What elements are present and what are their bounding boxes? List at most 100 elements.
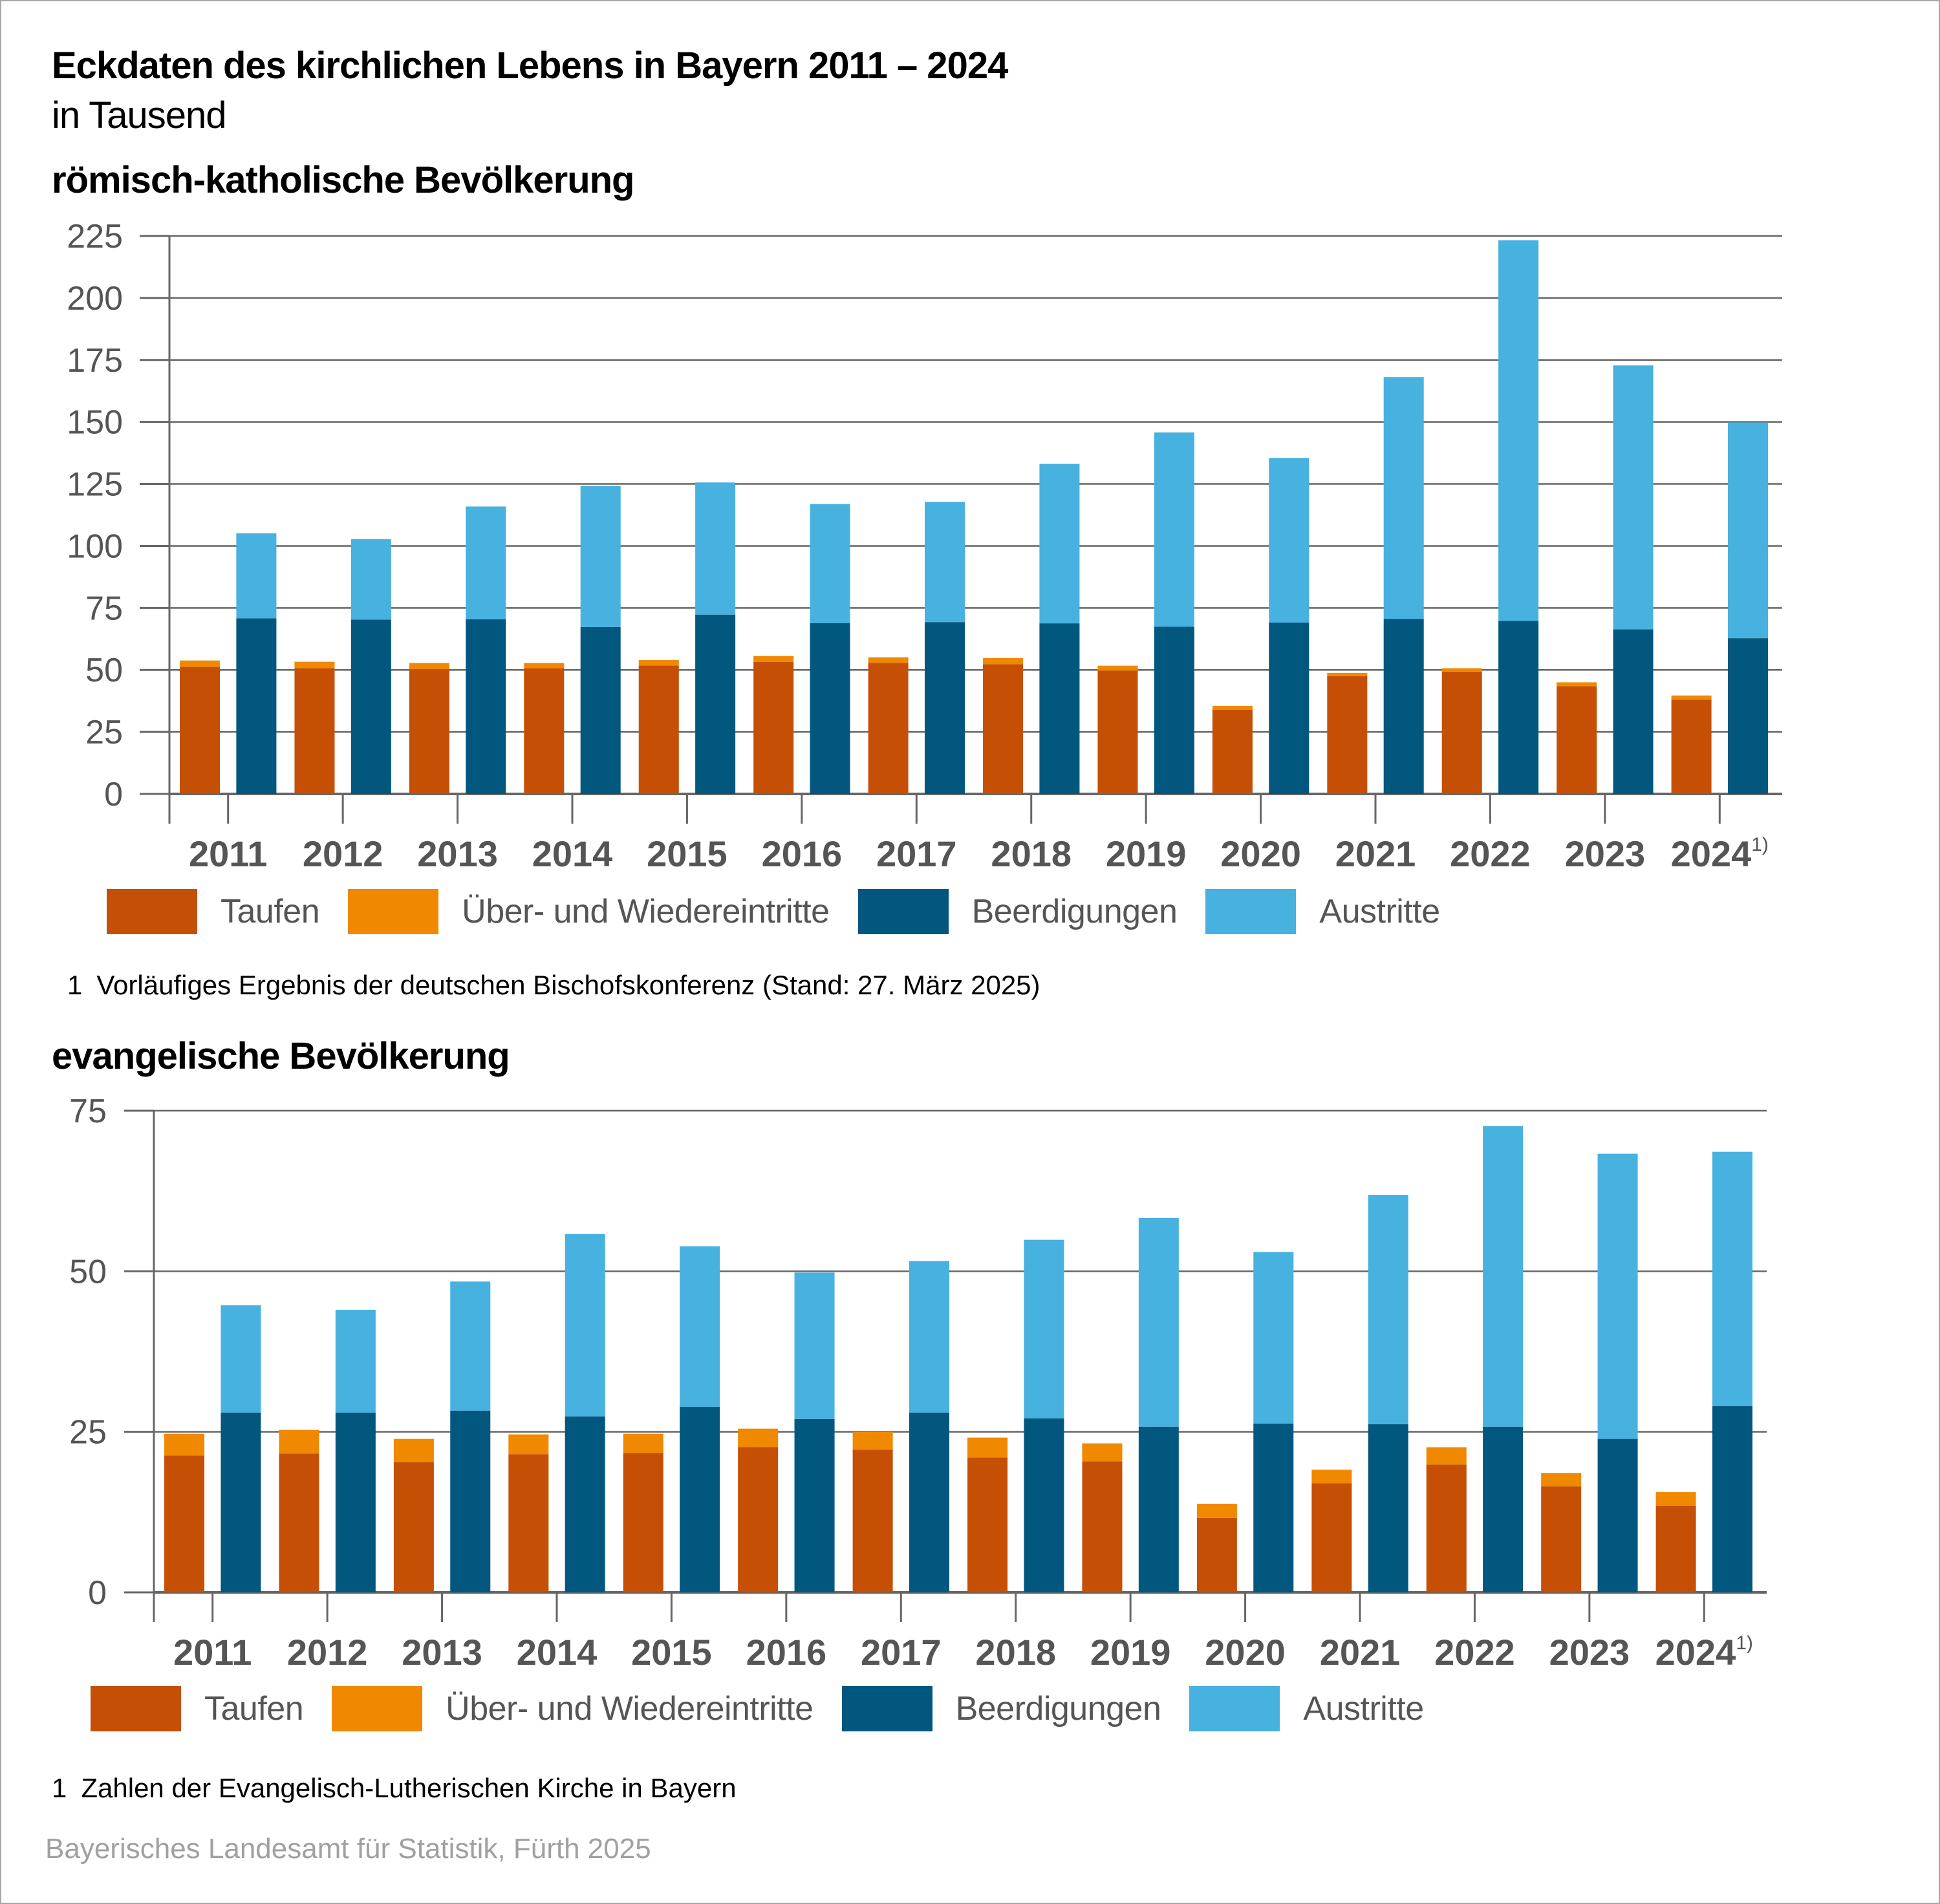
y-tick-label: 50 bbox=[69, 1253, 107, 1290]
legend-label: Beerdigungen bbox=[971, 893, 1178, 930]
bar-taufen-2020 bbox=[1212, 709, 1253, 794]
x-tick-label: 20241) bbox=[1655, 1632, 1753, 1673]
y-tick-label: 175 bbox=[67, 342, 123, 380]
bar-eintritte-2020 bbox=[1212, 705, 1253, 710]
bar-taufen-2022 bbox=[1441, 671, 1482, 794]
section-title-evangelisch: evangelische Bevölkerung bbox=[52, 1035, 510, 1077]
bar-taufen-2023 bbox=[1541, 1486, 1582, 1592]
y-tick-label: 75 bbox=[69, 1093, 107, 1130]
x-tick-label: 2021 bbox=[1335, 833, 1416, 874]
y-tick-label: 75 bbox=[85, 590, 123, 627]
bar-austritte-2012 bbox=[335, 1309, 376, 1413]
chart-katholisch: 0 25 50 75 100 125 150 175 200 225 2011 2012 2013 201… bbox=[67, 218, 1782, 874]
x-tick-label: 2014 bbox=[532, 833, 613, 874]
x-tick-label: 2018 bbox=[991, 833, 1072, 874]
bar-eintritte-2016 bbox=[738, 1428, 779, 1448]
x-tick-label: 2019 bbox=[1090, 1632, 1171, 1673]
bar-beerdigungen-2020 bbox=[1253, 1423, 1294, 1592]
bar-austritte-2018 bbox=[1024, 1239, 1064, 1418]
legend-item-taufen: Taufen bbox=[107, 889, 320, 934]
bar-taufen-2020 bbox=[1196, 1517, 1237, 1592]
x-tick-label: 2022 bbox=[1434, 1632, 1515, 1673]
bar-beerdigungen-2015 bbox=[680, 1406, 720, 1592]
x-tick-label-superscript: 1) bbox=[1736, 1632, 1753, 1654]
bar-eintritte-2017 bbox=[852, 1431, 893, 1450]
bar-austritte-2019 bbox=[1138, 1217, 1179, 1427]
bar-beerdigungen-2017 bbox=[924, 622, 965, 794]
bar-eintritte-2011 bbox=[164, 1433, 205, 1456]
bar-austritte-2022 bbox=[1483, 1126, 1524, 1427]
legend-label: Taufen bbox=[204, 1690, 304, 1728]
bar-austritte-2014 bbox=[580, 486, 621, 627]
bar-beerdigungen-2019 bbox=[1154, 626, 1194, 794]
x-tick-label: 20241) bbox=[1671, 833, 1769, 874]
bar-taufen-2024 bbox=[1671, 700, 1712, 794]
bar-austritte-2015 bbox=[680, 1246, 720, 1407]
bar-austritte-2024 bbox=[1712, 1151, 1752, 1406]
x-tick-label: 2023 bbox=[1549, 1632, 1630, 1673]
bar-eintritte-2020 bbox=[1196, 1503, 1237, 1518]
legend-label: Austritte bbox=[1303, 1690, 1424, 1728]
bar-eintritte-2018 bbox=[967, 1437, 1008, 1458]
footnote-text: Zahlen der Evangelisch-Lutherischen Kirc… bbox=[81, 1773, 737, 1803]
bar-austritte-2016 bbox=[810, 504, 850, 623]
bar-eintritte-2019 bbox=[1097, 665, 1138, 671]
x-tick-label-superscript: 1) bbox=[1751, 834, 1769, 855]
bar-beerdigungen-2017 bbox=[909, 1412, 949, 1592]
bar-eintritte-2021 bbox=[1327, 672, 1368, 676]
bar-taufen-2012 bbox=[294, 668, 335, 794]
legend-item-eintritte: Über- und Wiedereintritte bbox=[332, 1686, 814, 1731]
legend-item-beerdigungen: Beerdigungen bbox=[857, 889, 1178, 934]
bar-beerdigungen-2022 bbox=[1483, 1426, 1524, 1592]
bar-beerdigungen-2024 bbox=[1727, 638, 1768, 794]
bar-austritte-2023 bbox=[1613, 365, 1654, 630]
bar-taufen-2016 bbox=[738, 1447, 779, 1592]
legend-swatch bbox=[107, 889, 197, 934]
bar-beerdigungen-2016 bbox=[810, 623, 850, 794]
x-tick-label: 2012 bbox=[287, 1632, 368, 1673]
bar-taufen-2016 bbox=[753, 661, 794, 794]
figure-title: Eckdaten des kirchlichen Lebens in Bayer… bbox=[52, 45, 1008, 87]
legend-swatch bbox=[841, 1686, 932, 1731]
section-title-katholisch: römisch-katholische Bevölkerung bbox=[52, 159, 634, 201]
y-tick-label: 50 bbox=[85, 652, 123, 689]
bar-taufen-2011 bbox=[164, 1455, 205, 1592]
bar-beerdigungen-2022 bbox=[1498, 621, 1539, 794]
bar-beerdigungen-2018 bbox=[1024, 1418, 1064, 1592]
bar-austritte-2013 bbox=[450, 1281, 491, 1411]
y-tick-label: 25 bbox=[69, 1414, 107, 1451]
bar-austritte-2020 bbox=[1253, 1252, 1294, 1424]
x-tick-label: 2021 bbox=[1320, 1632, 1401, 1673]
footnote-number: 1 bbox=[67, 970, 83, 1000]
bar-eintritte-2013 bbox=[409, 663, 449, 670]
bar-beerdigungen-2021 bbox=[1368, 1424, 1408, 1592]
bar-austritte-2022 bbox=[1498, 240, 1539, 621]
bar-austritte-2023 bbox=[1597, 1153, 1638, 1439]
x-tick-label: 2023 bbox=[1565, 833, 1646, 874]
bar-austritte-2015 bbox=[695, 482, 736, 615]
bar-beerdigungen-2014 bbox=[580, 626, 621, 794]
footnote-number: 1 bbox=[52, 1773, 67, 1803]
bar-taufen-2021 bbox=[1327, 676, 1368, 794]
bar-beerdigungen-2011 bbox=[236, 618, 277, 794]
footnote-katholisch: 1 Vorläufiges Ergebnis der deutschen Bisc… bbox=[67, 970, 1040, 1001]
bar-taufen-2022 bbox=[1426, 1464, 1467, 1592]
bar-beerdigungen-2012 bbox=[335, 1412, 376, 1592]
legend-swatch bbox=[1189, 1686, 1280, 1731]
bar-eintritte-2019 bbox=[1082, 1443, 1123, 1462]
x-tick-label: 2015 bbox=[647, 833, 727, 874]
legend-swatch bbox=[857, 889, 949, 934]
bar-eintritte-2012 bbox=[279, 1429, 319, 1454]
bar-austritte-2016 bbox=[794, 1272, 835, 1419]
x-tick-label: 2011 bbox=[189, 833, 268, 874]
bar-austritte-2019 bbox=[1154, 432, 1194, 627]
legend-item-austritte: Austritte bbox=[1189, 1686, 1424, 1731]
legend-evangelisch: Taufen Über- und Wiedereintritte Beerdigun… bbox=[91, 1686, 1424, 1731]
legend-item-taufen: Taufen bbox=[91, 1686, 304, 1731]
bar-taufen-2023 bbox=[1557, 686, 1597, 794]
x-tick-label: 2013 bbox=[417, 833, 498, 874]
x-tick-label: 2017 bbox=[861, 1632, 942, 1673]
bar-eintritte-2022 bbox=[1426, 1447, 1467, 1465]
bar-beerdigungen-2018 bbox=[1039, 623, 1080, 794]
bar-taufen-2015 bbox=[623, 1453, 663, 1592]
